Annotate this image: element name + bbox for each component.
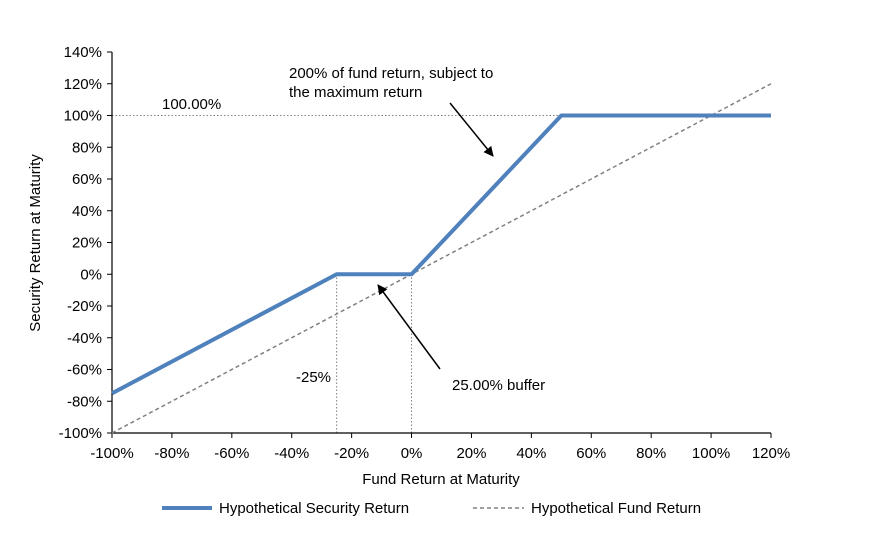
y-tick-label: 40% xyxy=(72,203,102,220)
y-tick-label: 20% xyxy=(72,235,102,252)
slope-note-line-2: the maximum return xyxy=(289,84,422,101)
buffer-note-arrow xyxy=(377,284,441,370)
legend-security-label: Hypothetical Security Return xyxy=(219,500,409,517)
slope-note-line-1: 200% of fund return, subject to xyxy=(289,65,493,82)
y-tick-label: 60% xyxy=(72,171,102,188)
fund-return-line xyxy=(111,83,772,434)
y-tick-label: -60% xyxy=(67,362,102,379)
y-tick-label: 0% xyxy=(80,266,102,283)
reference-lines xyxy=(112,115,562,433)
x-tick-label: -60% xyxy=(214,445,249,462)
y-tick-label: 100% xyxy=(64,108,102,125)
cap-label: 100.00% xyxy=(162,96,221,113)
x-tick-label: -80% xyxy=(154,445,189,462)
legend: Hypothetical Security Return Hypothetica… xyxy=(162,500,701,517)
y-tick-label: -40% xyxy=(67,330,102,347)
y-tick-label: 140% xyxy=(64,44,102,61)
x-tick-label: 40% xyxy=(516,445,546,462)
y-tick-label: 80% xyxy=(72,139,102,156)
series-layer xyxy=(111,83,772,434)
legend-fund-label: Hypothetical Fund Return xyxy=(531,500,701,517)
x-tick-label: -100% xyxy=(90,445,133,462)
x-tick-label: -20% xyxy=(334,445,369,462)
buffer-level-label: -25% xyxy=(296,369,331,386)
y-axis-title: Security Return at Maturity xyxy=(27,154,44,332)
x-tick-label: 120% xyxy=(752,445,790,462)
axes: -100% -80% -60% -40% -20% 0% 20% 40% 60% 80% 100% 1… xyxy=(59,44,791,462)
y-tick-label: -100% xyxy=(59,425,102,442)
x-tick-label: 100% xyxy=(692,445,730,462)
x-tick-label: 80% xyxy=(636,445,666,462)
x-tick-label: -40% xyxy=(274,445,309,462)
security-return-line xyxy=(111,113,771,396)
x-tick-label: 60% xyxy=(576,445,606,462)
buffer-note: 25.00% buffer xyxy=(452,377,545,394)
x-tick-label: 20% xyxy=(456,445,486,462)
y-tick-label: 120% xyxy=(64,76,102,93)
y-tick-label: -80% xyxy=(67,393,102,410)
x-axis-title: Fund Return at Maturity xyxy=(362,471,520,488)
x-tick-label: 0% xyxy=(401,445,423,462)
y-tick-label: -20% xyxy=(67,298,102,315)
slope-note-arrow xyxy=(449,102,494,157)
